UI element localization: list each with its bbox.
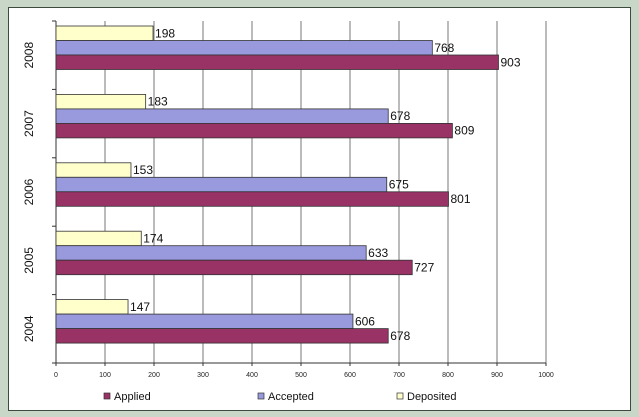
data-label-accepted-2006: 675 xyxy=(389,178,409,192)
category-label-2004: 2004 xyxy=(22,315,36,342)
category-label-2008: 2008 xyxy=(22,42,36,69)
bar-accepted-2007 xyxy=(55,108,389,124)
x-tick-label-4: 400 xyxy=(246,372,258,379)
data-label-applied-2008: 903 xyxy=(500,55,520,69)
data-label-deposited-2005: 174 xyxy=(143,231,163,245)
bar-applied-2005 xyxy=(55,259,413,276)
bar-accepted-2008 xyxy=(55,40,433,56)
data-label-accepted-2005: 633 xyxy=(368,246,388,260)
x-tick-label-8: 800 xyxy=(442,372,454,379)
x-tick-label-0: 0 xyxy=(54,372,58,379)
x-tick-label-2: 200 xyxy=(148,372,160,379)
data-label-accepted-2004: 606 xyxy=(355,314,375,328)
category-label-2007: 2007 xyxy=(22,110,36,137)
bar-deposited-2004 xyxy=(55,299,129,315)
bar-accepted-2005 xyxy=(55,245,367,261)
data-label-applied-2004: 678 xyxy=(390,329,410,343)
bar-deposited-2007 xyxy=(55,94,147,110)
bar-accepted-2006 xyxy=(55,176,388,193)
x-tick-label-5: 500 xyxy=(295,372,307,379)
data-label-deposited-2004: 147 xyxy=(130,300,150,314)
bar-deposited-2006 xyxy=(55,162,132,178)
legend-label-applied: Applied xyxy=(114,391,151,403)
bar-applied-2008 xyxy=(55,54,499,70)
x-tick-label-9: 900 xyxy=(491,372,503,379)
data-label-deposited-2007: 183 xyxy=(148,95,168,109)
data-label-applied-2006: 801 xyxy=(450,192,470,206)
data-label-applied-2007: 809 xyxy=(454,124,474,138)
legend-swatch-accepted xyxy=(257,392,265,400)
data-label-deposited-2006: 153 xyxy=(133,163,153,177)
data-label-deposited-2008: 198 xyxy=(155,26,175,40)
bar-deposited-2005 xyxy=(55,230,142,247)
legend-swatch-applied xyxy=(103,392,111,400)
x-tick-label-3: 300 xyxy=(197,372,209,379)
legend-swatch-deposited xyxy=(396,392,404,400)
bar-applied-2007 xyxy=(55,123,453,139)
legend-label-accepted: Accepted xyxy=(268,391,314,403)
legend-label-deposited: Deposited xyxy=(407,391,457,403)
bar-applied-2004 xyxy=(55,328,389,344)
category-label-2006: 2006 xyxy=(22,178,36,205)
chart-frame xyxy=(8,7,631,411)
x-tick-label-6: 600 xyxy=(344,372,356,379)
x-tick-label-1: 100 xyxy=(99,372,111,379)
bar-deposited-2008 xyxy=(55,25,154,41)
category-label-2005: 2005 xyxy=(22,247,36,274)
bar-applied-2006 xyxy=(55,191,449,207)
data-label-accepted-2008: 768 xyxy=(434,41,454,55)
x-tick-label-7: 700 xyxy=(393,372,405,379)
x-tick-label-10: 1000 xyxy=(538,372,554,379)
data-label-applied-2005: 727 xyxy=(414,260,434,274)
data-label-accepted-2007: 678 xyxy=(390,109,410,123)
bar-accepted-2004 xyxy=(55,313,354,330)
